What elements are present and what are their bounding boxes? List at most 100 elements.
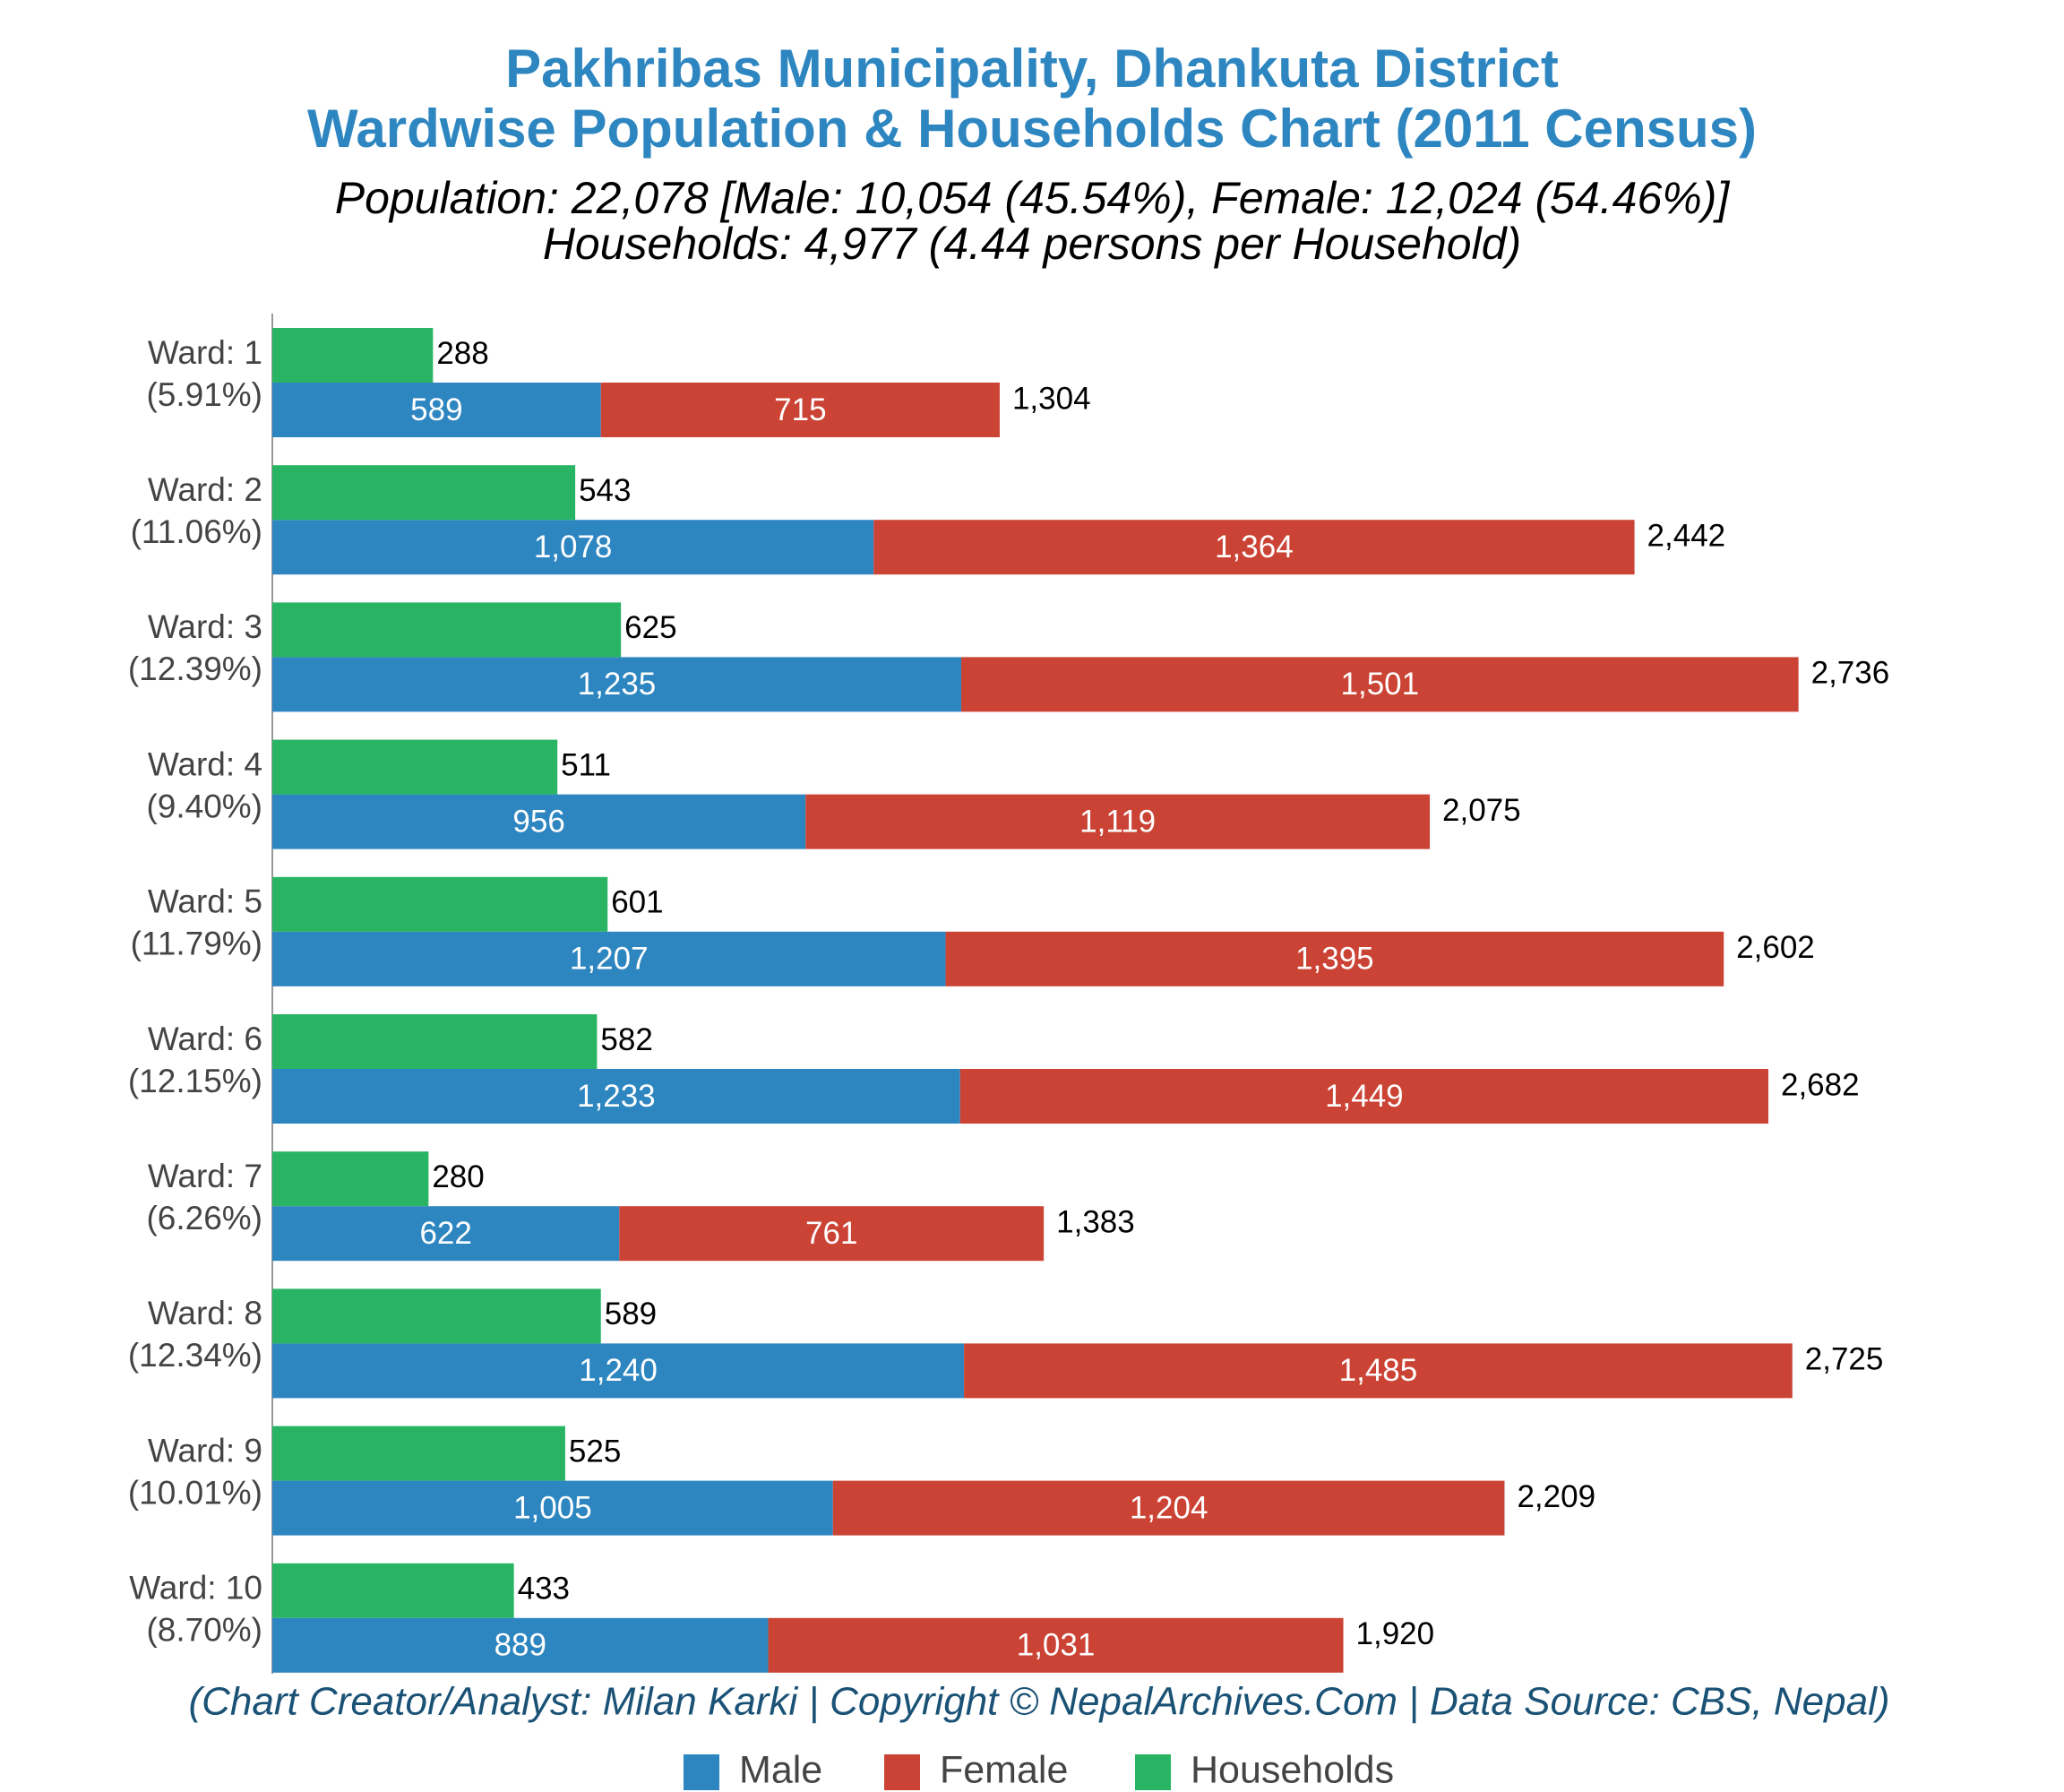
y-tick-label: (11.06%) <box>131 513 262 550</box>
y-tick-label: Ward: 1 <box>148 334 262 371</box>
data-label: 761 <box>805 1216 857 1251</box>
y-tick-label: Ward: 3 <box>148 608 262 645</box>
population-bar <box>272 1206 620 1262</box>
population-bar <box>272 1480 833 1536</box>
y-tick-label: (8.70%) <box>146 1612 262 1649</box>
data-label: 511 <box>561 747 611 782</box>
total-label: 1,383 <box>1056 1204 1135 1239</box>
households-bar <box>272 1563 514 1618</box>
legend-label: Female <box>940 1748 1068 1791</box>
households-bar <box>272 1288 601 1344</box>
population-bar <box>272 794 806 849</box>
y-tick-label: Ward: 6 <box>148 1021 262 1057</box>
data-label: 589 <box>605 1297 657 1331</box>
data-label: 1,031 <box>1017 1628 1096 1663</box>
population-bar <box>272 657 961 712</box>
households-bar <box>272 1151 429 1207</box>
y-tick-label: Ward: 5 <box>148 883 262 920</box>
data-label: 1,005 <box>513 1490 592 1525</box>
chart-title: Wardwise Population & Households Chart (… <box>307 99 1757 159</box>
data-label: 1,207 <box>570 942 649 977</box>
y-tick-label: (9.40%) <box>146 788 262 824</box>
total-label: 2,075 <box>1442 793 1521 828</box>
data-label: 1,501 <box>1341 667 1420 702</box>
total-label: 1,920 <box>1356 1616 1435 1651</box>
population-bar <box>600 383 1000 437</box>
data-label: 1,204 <box>1130 1490 1208 1525</box>
households-bar <box>272 876 608 932</box>
data-label: 1,449 <box>1325 1079 1404 1114</box>
total-label: 2,682 <box>1781 1067 1860 1102</box>
population-bar <box>272 1617 769 1673</box>
population-bar <box>768 1617 1344 1673</box>
population-bar <box>964 1343 1793 1399</box>
y-tick-label: Ward: 7 <box>148 1158 262 1194</box>
data-label: 1,240 <box>579 1353 658 1388</box>
data-label: 1,235 <box>578 667 657 702</box>
population-bar <box>960 657 1799 712</box>
y-tick-label: (12.39%) <box>128 650 262 687</box>
data-label: 1,119 <box>1079 804 1156 839</box>
population-bar <box>272 1069 960 1124</box>
households-bar <box>272 1426 565 1481</box>
total-label: 2,442 <box>1647 518 1726 553</box>
data-label: 889 <box>494 1628 546 1663</box>
y-tick-label: Ward: 9 <box>148 1432 262 1469</box>
chart-title: Pakhribas Municipality, Dhankuta Distric… <box>505 39 1559 99</box>
population-bar <box>272 1343 965 1399</box>
data-label: 525 <box>569 1434 621 1469</box>
population-bar <box>272 931 946 986</box>
legend-label: Households <box>1191 1748 1394 1791</box>
data-label: 622 <box>419 1216 471 1251</box>
households-bar <box>272 465 576 521</box>
population-bar <box>805 794 1431 849</box>
legend-swatch <box>684 1754 719 1790</box>
y-tick-label: (5.91%) <box>146 376 262 413</box>
data-label: 1,364 <box>1215 530 1294 564</box>
footer: (Chart Creator/Analyst: Milan Karki | Co… <box>188 1680 1889 1724</box>
y-tick-label: (11.79%) <box>131 926 262 962</box>
y-tick-label: (12.15%) <box>128 1063 262 1099</box>
y-tick-label: (12.34%) <box>128 1337 262 1374</box>
data-label: 589 <box>410 392 462 427</box>
households-bar <box>272 739 558 795</box>
chart-subtitle: Households: 4,977 (4.44 persons per Hous… <box>543 219 1521 269</box>
y-tick-label: (10.01%) <box>128 1474 262 1511</box>
population-bar <box>272 520 874 575</box>
data-label: 1,485 <box>1339 1353 1418 1388</box>
legend-swatch <box>1135 1754 1171 1790</box>
data-label: 1,078 <box>534 530 613 564</box>
total-label: 2,209 <box>1517 1479 1595 1514</box>
data-label: 1,233 <box>577 1079 656 1114</box>
population-bar <box>619 1206 1045 1262</box>
y-tick-label: Ward: 8 <box>148 1295 262 1331</box>
population-bar <box>272 383 601 437</box>
total-label: 2,602 <box>1736 930 1815 965</box>
data-label: 288 <box>436 336 488 371</box>
data-label: 280 <box>432 1159 484 1194</box>
households-bar <box>272 328 434 383</box>
population-bar <box>945 931 1724 986</box>
y-tick-label: Ward: 4 <box>148 745 262 782</box>
total-label: 2,725 <box>1805 1342 1884 1377</box>
data-label: 433 <box>518 1572 570 1607</box>
data-label: 543 <box>579 473 631 508</box>
households-bar <box>272 1014 598 1069</box>
legend-label: Male <box>739 1748 822 1791</box>
y-tick-label: Ward: 10 <box>129 1570 262 1607</box>
legend-swatch <box>884 1754 920 1790</box>
total-label: 1,304 <box>1012 381 1091 416</box>
chart-subtitle: Population: 22,078 [Male: 10,054 (45.54%… <box>335 173 1731 223</box>
households-bar <box>272 602 622 658</box>
population-bar <box>959 1069 1768 1124</box>
data-label: 601 <box>611 885 663 920</box>
data-label: 582 <box>600 1022 652 1057</box>
data-label: 1,395 <box>1295 942 1374 977</box>
population-bar <box>832 1480 1505 1536</box>
data-label: 625 <box>624 610 676 645</box>
data-label: 715 <box>774 392 826 427</box>
y-tick-label: (6.26%) <box>146 1200 262 1236</box>
population-bar <box>873 520 1635 575</box>
